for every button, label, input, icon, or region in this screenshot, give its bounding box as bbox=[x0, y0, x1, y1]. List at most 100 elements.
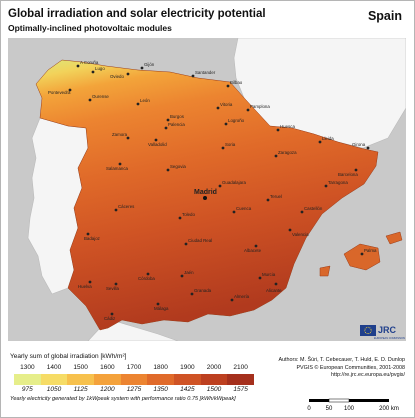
city-label: Girona bbox=[352, 142, 366, 147]
legend-color-bar bbox=[14, 374, 255, 385]
irradiation-map: A Coruña Lugo Gijón Oviedo Santander Bil… bbox=[8, 38, 406, 341]
city-label: Teruel bbox=[270, 194, 282, 199]
legend-tick-label: 1800 bbox=[153, 364, 168, 371]
city-label: Zamora bbox=[112, 132, 128, 137]
city-label: Badajoz bbox=[84, 236, 100, 241]
credits-authors: Authors: M. Šúri, T. Cebecauer, T. Huld,… bbox=[278, 357, 405, 363]
credits: Authors: M. Šúri, T. Cebecauer, T. Huld,… bbox=[265, 357, 405, 380]
city-label: Ourense bbox=[92, 94, 109, 99]
city-label: Granada bbox=[194, 288, 212, 293]
city-label: Córdoba bbox=[138, 276, 155, 281]
city-label: Murcia bbox=[262, 272, 276, 277]
city-label: Pontevedra bbox=[48, 90, 71, 95]
legend-note: Yearly electricity generated by 1kWpeak … bbox=[10, 396, 236, 402]
legend-tick-label: 1500 bbox=[206, 386, 222, 393]
city-label: Gijón bbox=[144, 62, 155, 67]
legend-tick-label: 1400 bbox=[46, 364, 62, 371]
city-label: Sevilla bbox=[106, 286, 119, 291]
scale-label: 200 km bbox=[379, 406, 399, 412]
city-label: Oviedo bbox=[110, 74, 124, 79]
city-label: Salamanca bbox=[106, 166, 129, 171]
city-label: Jaén bbox=[184, 270, 194, 275]
scale-label: 0 bbox=[307, 406, 311, 412]
legend-title: Yearly sum of global irradiation [kWh/m²… bbox=[10, 353, 127, 360]
city-label: Bilbao bbox=[230, 80, 243, 85]
spain-landmass bbox=[35, 59, 379, 331]
city-label: Cáceres bbox=[118, 204, 135, 209]
city-label: Segovia bbox=[170, 164, 186, 169]
city-dots bbox=[68, 64, 370, 316]
legend-tick-label: 2100 bbox=[233, 364, 248, 371]
legend-swatch bbox=[40, 374, 68, 385]
city-label: Burgos bbox=[170, 114, 185, 119]
legend-tick-label: 1575 bbox=[233, 386, 248, 393]
country-name: Spain bbox=[367, 9, 402, 23]
city-label: Palma bbox=[364, 248, 377, 253]
legend-irradiation-ticks: 1300 1400 1500 1600 1700 1800 1900 2000 2100 bbox=[14, 364, 254, 373]
city-labels: A Coruña Lugo Gijón Oviedo Santander Bil… bbox=[48, 60, 377, 321]
city-label: Lleida bbox=[322, 136, 334, 141]
jrc-logo-text: JRC bbox=[378, 325, 397, 335]
legend-tick-label: 1900 bbox=[180, 364, 195, 371]
city-label: Guadalajara bbox=[222, 180, 246, 185]
city-label: Valladolid bbox=[148, 142, 167, 147]
legend-tick-label: 1350 bbox=[153, 386, 168, 393]
city-label: Toledo bbox=[182, 212, 195, 217]
city-label: Zaragoza bbox=[278, 150, 297, 155]
city-label: Valencia bbox=[292, 232, 309, 237]
legend-swatch bbox=[94, 374, 121, 385]
legend-tick-label: 1200 bbox=[100, 386, 115, 393]
legend-tick-label: 1700 bbox=[126, 364, 142, 371]
city-label: Logroño bbox=[228, 118, 245, 123]
capital-dot bbox=[203, 196, 207, 200]
city-label: Almería bbox=[234, 294, 250, 299]
capital-label: Madrid bbox=[194, 189, 217, 196]
credits-copyright: PVGIS © European Communities, 2001-2008 bbox=[296, 364, 405, 371]
city-label: Lugo bbox=[95, 66, 105, 71]
city-label: Soria bbox=[225, 142, 236, 147]
legend-swatch bbox=[227, 374, 255, 385]
city-label: Tarragona bbox=[328, 180, 348, 185]
city-label: Huesca bbox=[280, 124, 295, 129]
legend-swatch bbox=[200, 374, 228, 385]
city-label: Santander bbox=[195, 70, 216, 75]
city-label: Vitoria bbox=[220, 102, 233, 107]
legend-tick-label: 2000 bbox=[206, 364, 222, 371]
city-label: Alicante bbox=[266, 288, 282, 293]
city-label: Málaga bbox=[154, 306, 169, 311]
city-label: Palencia bbox=[168, 122, 185, 127]
legend-tick-label: 1275 bbox=[126, 386, 142, 393]
page-title: Global irradiation and solar electricity… bbox=[8, 8, 266, 20]
legend-tick-label: 1600 bbox=[100, 364, 115, 371]
city-label: Castellón bbox=[304, 206, 323, 211]
legend-tick-label: 975 bbox=[21, 386, 33, 393]
city-label: Cádiz bbox=[104, 316, 115, 321]
legend-tick-label: 1500 bbox=[73, 364, 88, 371]
city-label: Pamplona bbox=[250, 104, 270, 109]
scale-bar: 0 50 100 200 km bbox=[307, 398, 399, 412]
credits-url[interactable]: http://re.jrc.ec.europa.eu/pvgis/ bbox=[330, 372, 405, 378]
legend-swatch bbox=[67, 374, 95, 385]
city-label: A Coruña bbox=[80, 60, 99, 65]
legend-electricity-ticks: 975 1050 1125 1200 1275 1350 1425 1500 1575 bbox=[14, 386, 254, 395]
legend-swatch bbox=[14, 374, 41, 385]
city-label: Albacete bbox=[244, 248, 262, 253]
legend-tick-label: 1050 bbox=[46, 386, 62, 393]
city-label: Cuenca bbox=[236, 206, 252, 211]
city-label: Huelva bbox=[78, 284, 92, 289]
legend-swatch bbox=[147, 374, 175, 385]
legend-tick-label: 1425 bbox=[180, 386, 195, 393]
page-subtitle: Optimally-inclined photovoltaic modules bbox=[8, 23, 172, 33]
legend-swatch bbox=[120, 374, 148, 385]
scale-label: 50 bbox=[326, 406, 333, 412]
legend-tick-label: 1300 bbox=[20, 364, 35, 371]
legend-tick-label: 1125 bbox=[73, 386, 88, 393]
city-label: Ciudad Real bbox=[188, 238, 212, 243]
jrc-logo: JRC EUROPEAN COMMISSION bbox=[360, 325, 405, 340]
mallorca-island bbox=[343, 243, 381, 271]
ibiza-island bbox=[319, 265, 331, 277]
city-label: Barcelona bbox=[338, 172, 358, 177]
legend-swatch bbox=[174, 374, 201, 385]
city-label: León bbox=[140, 98, 150, 103]
